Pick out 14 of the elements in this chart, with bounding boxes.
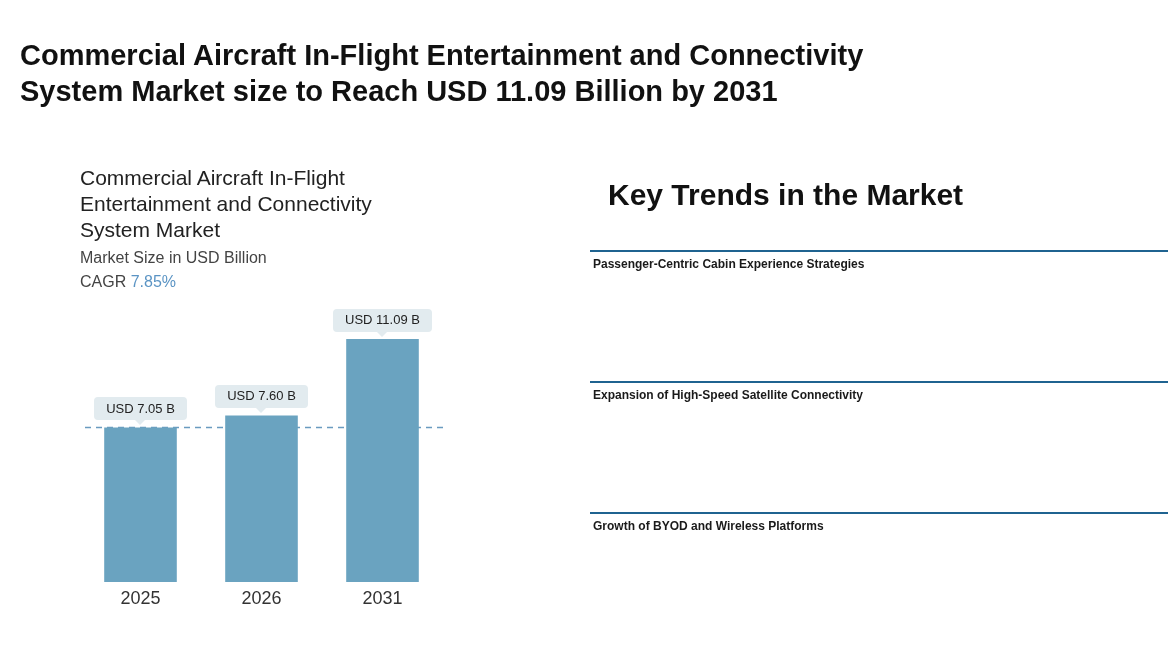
text: Growth of BYOD and Wireless Platforms <box>593 519 824 533</box>
chart-title: Commercial Aircraft In-Flight Entertainment and Connectivity System Market size to Reach USD 11.09 Billion by 2031 <box>20 38 865 109</box>
x-tick-label: 2025 <box>120 587 161 608</box>
text: Passenger-Centric Cabin Experience Strategies <box>593 257 865 271</box>
x-tick-label: 2026 <box>241 587 282 608</box>
text: Key Trends in the Market <box>608 177 964 213</box>
text: CAGR 7.85% <box>80 273 177 290</box>
chart-subtitle: Commercial Aircraft In-Flight Entertainment and Connectivity System Market <box>80 165 373 243</box>
data-label: USD 7.60 B <box>227 388 296 404</box>
text: Expansion of High-Speed Satellite Connectivity <box>593 388 864 402</box>
y-axis-title: Market Size in USD Billion <box>80 248 267 268</box>
x-tick-label: 2031 <box>362 587 403 608</box>
data-label: USD 11.09 B <box>345 312 420 327</box>
data-label: USD 7.05 B <box>106 400 175 416</box>
